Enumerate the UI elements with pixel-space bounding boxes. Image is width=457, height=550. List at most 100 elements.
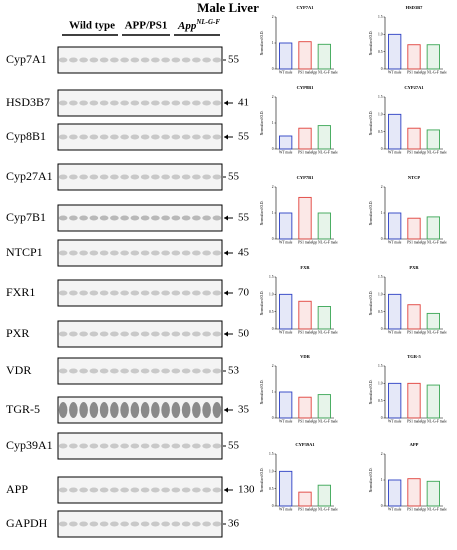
protein-label: VDR	[6, 363, 31, 377]
x-tick-label: WT male	[388, 151, 402, 155]
y-tick-label: 0	[272, 416, 274, 420]
bar	[388, 212, 402, 240]
blot-band	[140, 215, 150, 221]
blot-band	[69, 521, 78, 527]
protein-label: TGR-5	[6, 402, 40, 416]
blot-band	[151, 215, 160, 221]
blot-band	[192, 368, 201, 374]
blot-band	[130, 215, 140, 221]
blot-band	[161, 100, 170, 106]
x-tick-label: PS1 male	[298, 508, 312, 512]
chart-title: CYP8B1	[297, 85, 314, 90]
y-axis-label: Normalized O.D.	[369, 30, 373, 55]
protein-label: FXR1	[6, 285, 35, 299]
blot-band	[202, 290, 211, 296]
blot-band	[202, 443, 211, 449]
y-tick-label: 1.5	[378, 95, 383, 99]
x-tick-label: WT male	[279, 420, 293, 424]
blot-band	[130, 290, 140, 296]
bar	[407, 44, 421, 70]
blot-band	[202, 402, 211, 418]
blot-band	[212, 174, 222, 180]
blot-band	[110, 57, 119, 63]
bar	[279, 135, 293, 150]
blot-band	[212, 521, 222, 527]
blot-band	[212, 57, 222, 63]
bar	[317, 394, 331, 419]
y-tick-label: 1	[381, 478, 383, 482]
blot-band	[171, 174, 181, 180]
blot-band	[58, 134, 68, 140]
figure-title: Male Liver	[197, 0, 259, 15]
group-label-base: App	[177, 20, 197, 32]
blot-band	[110, 443, 119, 449]
molecular-weight: 50	[238, 328, 250, 340]
x-tick-label: WT male	[279, 331, 293, 335]
blot-band	[89, 443, 99, 449]
blot-frame	[57, 46, 223, 74]
y-tick-label: 1.0	[378, 33, 383, 37]
bar	[279, 212, 293, 240]
y-tick-label: 0	[272, 147, 274, 151]
chart-title: TGR-5	[407, 354, 421, 359]
chart-title: PXR	[409, 265, 419, 270]
blot-band	[212, 290, 222, 296]
blot-band	[69, 174, 78, 180]
bar	[388, 113, 402, 150]
blot-frame	[57, 163, 223, 191]
y-tick-label: 0.5	[269, 310, 274, 314]
blot-band	[161, 57, 170, 63]
blot-band	[99, 368, 109, 374]
protein-label: PXR	[6, 326, 29, 340]
blot-band	[192, 215, 201, 221]
y-tick-label: 1	[272, 390, 274, 394]
chart-title: VDR	[300, 354, 310, 359]
blot-band	[161, 290, 170, 296]
y-tick-label: 0	[381, 327, 383, 331]
blot-band	[58, 250, 68, 256]
blot-band	[130, 174, 140, 180]
blot-band	[79, 215, 88, 221]
blot-band	[140, 487, 150, 493]
blot-band	[151, 487, 160, 493]
x-tick-label: App NL-G-F male	[311, 151, 338, 155]
blot-band	[58, 487, 68, 493]
blot-band	[130, 250, 140, 256]
chart-title: CYP7A1	[297, 5, 315, 10]
blot-band	[58, 174, 68, 180]
blot-band	[192, 487, 201, 493]
blot-band	[89, 368, 99, 374]
blot-band	[110, 368, 119, 374]
molecular-weight: 55	[238, 212, 250, 224]
blot-band	[202, 521, 211, 527]
blot-band	[212, 368, 222, 374]
y-axis-label: Normalized O.D.	[369, 200, 373, 225]
blot-band	[130, 487, 140, 493]
blot-band	[69, 331, 78, 337]
arrow-head	[224, 100, 228, 106]
bar	[407, 382, 421, 419]
bar	[426, 216, 440, 240]
molecular-weight: 45	[238, 247, 250, 259]
blot-band	[120, 290, 129, 296]
blot-band	[140, 174, 150, 180]
chart-title: CYP27A1	[404, 85, 424, 90]
chart-title: APP	[410, 442, 419, 447]
blot-band	[151, 174, 160, 180]
blot-band	[192, 521, 201, 527]
blot-band	[79, 57, 88, 63]
y-tick-label: 0.5	[378, 399, 383, 403]
y-tick-label: 2	[272, 15, 274, 19]
blot-band	[140, 443, 150, 449]
blot-band	[192, 290, 201, 296]
bar	[298, 396, 312, 419]
blot-band	[99, 215, 109, 221]
y-axis-label: Normalized O.D.	[369, 290, 373, 315]
blot-band	[130, 331, 140, 337]
y-tick-label: 1.5	[378, 275, 383, 279]
y-axis-label: Normalized O.D.	[369, 379, 373, 404]
bar	[407, 478, 421, 507]
chart-title: HSD3B7	[406, 5, 424, 10]
blot-band	[212, 100, 222, 106]
bar	[317, 484, 331, 507]
